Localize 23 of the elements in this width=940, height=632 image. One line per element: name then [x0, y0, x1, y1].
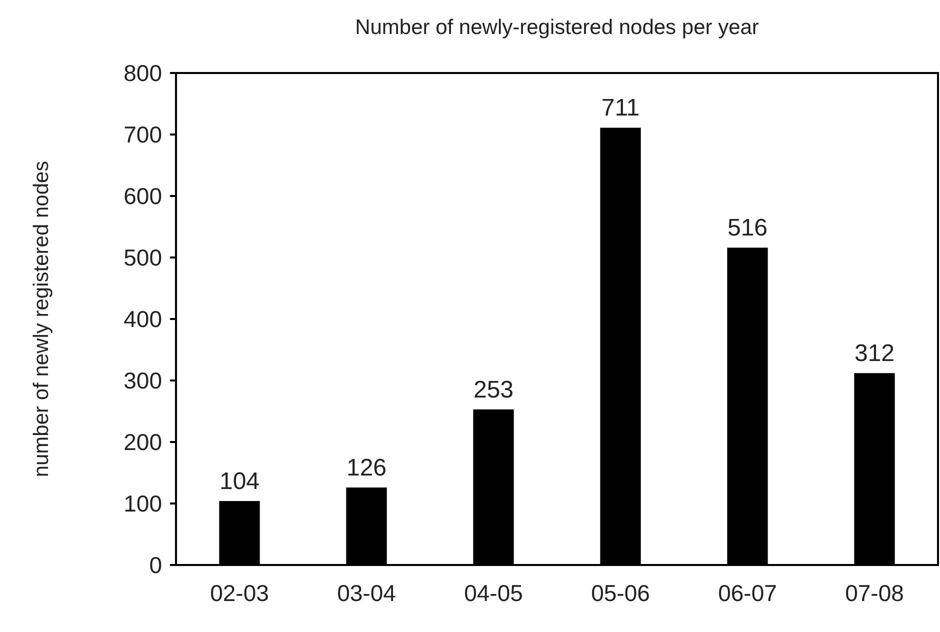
chart-title: Number of newly-registered nodes per year [355, 16, 759, 39]
y-tick-label: 500 [124, 244, 162, 271]
y-tick-label: 400 [124, 306, 162, 332]
y-tick-label: 700 [124, 122, 162, 148]
y-tick-label: 200 [124, 429, 162, 456]
y-tick-label: 300 [124, 368, 162, 394]
y-axis-title: number of newly registered nodes [30, 160, 53, 478]
y-tick-label: 0 [149, 552, 162, 578]
x-tick-label: 07-08 [845, 580, 904, 606]
data-label: 516 [727, 214, 768, 242]
data-label: 126 [346, 454, 387, 482]
data-label: 104 [219, 468, 260, 496]
y-tick-label: 800 [124, 60, 162, 86]
x-tick-label: 05-06 [591, 580, 650, 606]
y-tick-label: 100 [124, 490, 162, 517]
x-tick-label: 02-03 [210, 580, 269, 606]
data-label: 253 [473, 376, 514, 404]
x-tick-label: 06-07 [718, 580, 777, 606]
x-tick-label: 03-04 [337, 580, 396, 606]
data-label: 711 [601, 94, 640, 122]
x-tick-label: 04-05 [464, 580, 523, 606]
y-tick-label: 600 [124, 183, 162, 210]
data-label: 312 [854, 340, 895, 368]
